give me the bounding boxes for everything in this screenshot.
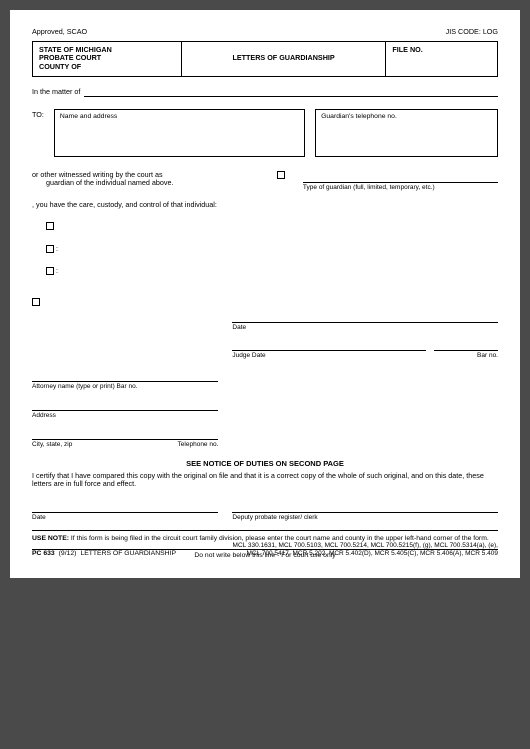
addr-label: Address (32, 412, 218, 420)
cert-text: I certify that I have compared this copy… (32, 472, 498, 489)
cert-date-label: Date (32, 514, 218, 522)
date-label-1: Date (232, 324, 498, 332)
atty-line[interactable] (32, 370, 218, 382)
bar-label: Bar no. (434, 352, 498, 360)
county-line: COUNTY OF (39, 63, 175, 72)
guardian-phone-label: Guardian's telephone no. (321, 113, 397, 120)
name-address-box[interactable]: Name and address (54, 109, 305, 157)
matter-label: In the matter of (32, 88, 80, 97)
use-note-row: USE NOTE: If this form is being filed in… (32, 530, 498, 543)
form-rev: (9/12) (59, 550, 77, 558)
checkbox-type[interactable] (277, 171, 285, 179)
type-guardian-line[interactable] (303, 171, 498, 183)
top-line: Approved, SCAO JIS CODE: LOG (32, 28, 498, 37)
csz-label: City, state, zip (32, 441, 72, 449)
form-code: PC 633 (32, 550, 55, 558)
matter-row: In the matter of (32, 87, 498, 97)
to-row: TO: Name and address Guardian's telephon… (32, 109, 498, 157)
to-label: TO: (32, 109, 44, 157)
name-address-label: Name and address (60, 113, 117, 120)
csz-line[interactable] (32, 428, 218, 440)
use-note-text: If this form is being filed in the circu… (71, 535, 489, 542)
jis-code: JIS CODE: LOG (446, 28, 498, 37)
footer: PC 633 (9/12) LETTERS OF GUARDIANSHIP MC… (32, 542, 498, 558)
colon-2: : (54, 266, 58, 275)
addr-line[interactable] (32, 399, 218, 411)
tel-label: Telephone no. (178, 441, 219, 449)
cert-date-line[interactable] (32, 501, 218, 513)
clerk-label: Deputy probate register/ clerk (232, 514, 498, 522)
type-guardian-label: Type of guardian (full, limited, tempora… (303, 184, 498, 192)
header-box: STATE OF MICHIGAN PROBATE COURT COUNTY O… (32, 41, 498, 77)
citations-1: MCL 330.1631, MCL 700.5103, MCL 700.5214… (233, 542, 498, 550)
notice-title: SEE NOTICE OF DUTIES ON SECOND PAGE (32, 459, 498, 468)
form-title: LETTERS OF GUARDIANSHIP (181, 41, 386, 76)
colon-1: : (54, 244, 58, 253)
court-cell: STATE OF MICHIGAN PROBATE COURT COUNTY O… (33, 41, 182, 76)
checkbox-3[interactable] (46, 267, 54, 275)
judge-line[interactable] (232, 339, 425, 351)
guardian-phone-box[interactable]: Guardian's telephone no. (315, 109, 498, 157)
checkbox-4[interactable] (32, 298, 40, 306)
witness-para: or other witnessed writing by the court … (32, 171, 498, 192)
approved-label: Approved, SCAO (32, 28, 87, 37)
file-no-cell: FILE NO. (386, 41, 498, 76)
use-note-label: USE NOTE: (32, 535, 69, 542)
witness-line2: guardian of the individual named above. (46, 179, 260, 188)
checkbox-1[interactable] (46, 222, 54, 230)
form-name: LETTERS OF GUARDIANSHIP (80, 550, 176, 558)
atty-label: Attorney name (type or print) Bar no. (32, 383, 218, 391)
judge-label: Judge Date (232, 352, 425, 360)
citations-2: MCL 700.5417, MCR 5.202, MCR 5.402(D), M… (233, 550, 498, 558)
form-page: Approved, SCAO JIS CODE: LOG STATE OF MI… (10, 10, 520, 578)
checkbox-2[interactable] (46, 245, 54, 253)
care-line: , you have the care, custody, and contro… (32, 201, 498, 210)
bar-line[interactable] (434, 339, 498, 351)
date-line-1[interactable] (232, 311, 498, 323)
matter-input-line[interactable] (84, 87, 498, 97)
clerk-line[interactable] (232, 501, 498, 513)
